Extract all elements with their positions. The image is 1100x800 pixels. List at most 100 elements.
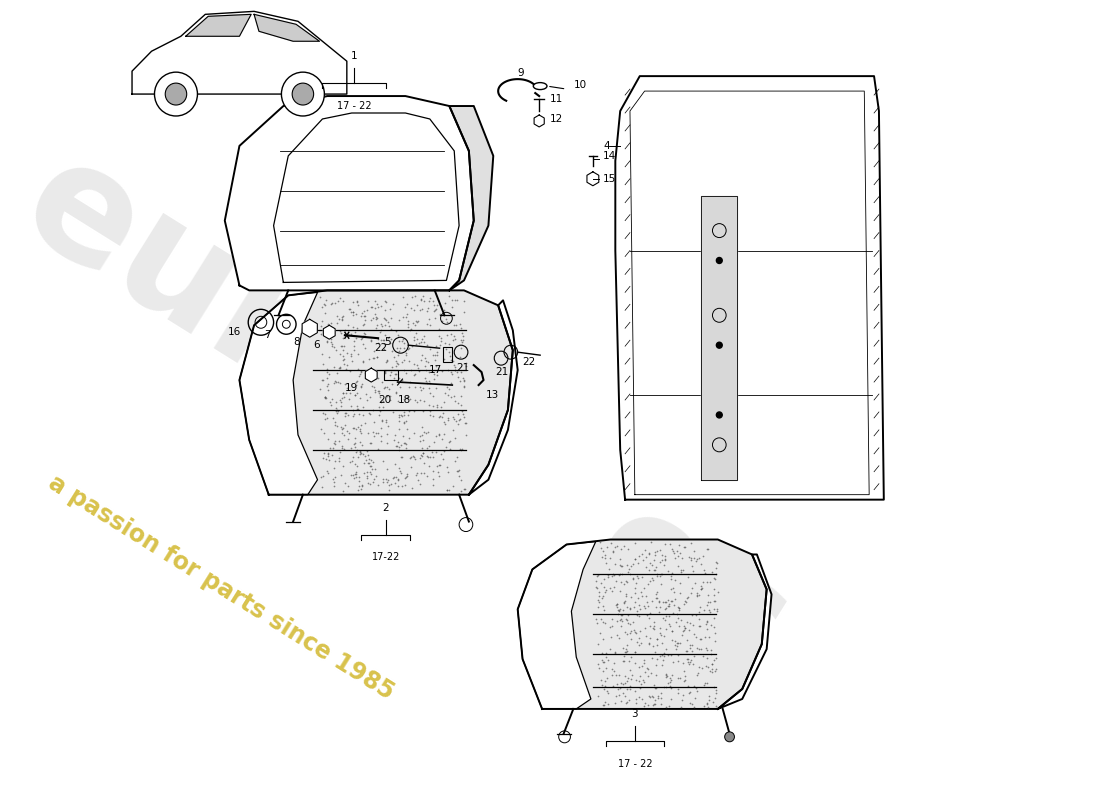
Point <box>315 446 332 459</box>
Point <box>345 344 363 357</box>
Point <box>384 472 402 485</box>
Point <box>333 314 351 326</box>
Point <box>639 599 657 612</box>
Point <box>618 628 636 641</box>
Point <box>658 668 675 681</box>
Point <box>393 410 410 422</box>
Point <box>686 577 704 590</box>
Point <box>418 376 436 389</box>
Point <box>368 298 386 310</box>
Point <box>684 565 702 578</box>
Point <box>615 595 632 608</box>
Point <box>657 610 674 622</box>
Point <box>320 329 338 342</box>
Point <box>615 596 632 609</box>
Point <box>456 357 474 370</box>
Point <box>431 410 449 422</box>
Point <box>318 334 336 347</box>
Point <box>349 403 366 416</box>
Point <box>706 635 724 648</box>
Point <box>613 613 630 626</box>
Point <box>698 651 716 664</box>
Point <box>659 677 676 690</box>
Point <box>348 402 365 415</box>
Point <box>339 329 356 342</box>
Point <box>394 430 411 442</box>
Point <box>594 591 612 604</box>
Point <box>682 696 700 709</box>
Point <box>399 321 417 334</box>
Point <box>396 437 414 450</box>
Point <box>646 694 663 707</box>
Point <box>669 560 686 573</box>
Point <box>658 595 675 608</box>
Point <box>636 582 653 594</box>
Point <box>701 603 718 616</box>
Point <box>632 678 650 690</box>
Point <box>404 482 421 494</box>
Polygon shape <box>449 106 493 290</box>
Point <box>661 671 679 684</box>
Point <box>686 691 704 704</box>
Point <box>609 683 627 696</box>
Point <box>426 312 443 325</box>
Point <box>377 355 395 368</box>
Point <box>679 653 696 666</box>
Point <box>403 290 420 303</box>
Point <box>351 445 369 458</box>
Point <box>326 475 343 488</box>
Point <box>597 662 615 674</box>
Point <box>414 333 431 346</box>
Point <box>377 414 395 427</box>
Point <box>316 391 333 404</box>
Point <box>317 392 334 405</box>
Point <box>426 367 443 380</box>
Point <box>356 310 374 322</box>
Point <box>363 380 381 393</box>
Point <box>590 638 607 650</box>
Point <box>673 694 691 707</box>
Point <box>331 362 349 374</box>
Point <box>456 360 474 373</box>
Point <box>707 652 725 665</box>
Point <box>691 552 708 565</box>
Point <box>361 391 378 404</box>
Point <box>346 389 364 402</box>
Point <box>667 552 684 565</box>
Point <box>382 337 399 350</box>
Point <box>336 357 353 370</box>
Point <box>430 322 448 335</box>
Point <box>327 404 344 417</box>
Point <box>707 567 725 580</box>
Point <box>388 358 406 370</box>
Point <box>707 684 725 697</box>
Point <box>451 412 469 425</box>
Point <box>382 303 399 316</box>
Point <box>396 478 414 491</box>
Point <box>425 390 442 402</box>
Point <box>592 613 609 626</box>
Point <box>382 368 399 381</box>
Point <box>689 669 706 682</box>
Point <box>414 302 431 315</box>
Point <box>695 563 713 576</box>
Point <box>360 448 377 461</box>
Point <box>637 622 654 634</box>
Point <box>708 604 726 617</box>
Text: 8: 8 <box>294 338 300 347</box>
Point <box>328 343 345 356</box>
Point <box>603 619 620 632</box>
Point <box>702 576 719 589</box>
Point <box>658 667 675 680</box>
Point <box>662 569 680 582</box>
Text: europ: europ <box>0 123 522 533</box>
Point <box>623 624 640 637</box>
Point <box>446 330 463 342</box>
Point <box>431 307 449 320</box>
Point <box>337 387 354 400</box>
Point <box>366 386 384 398</box>
Point <box>365 416 383 429</box>
Point <box>358 454 375 466</box>
Point <box>596 583 614 596</box>
Point <box>452 322 470 334</box>
